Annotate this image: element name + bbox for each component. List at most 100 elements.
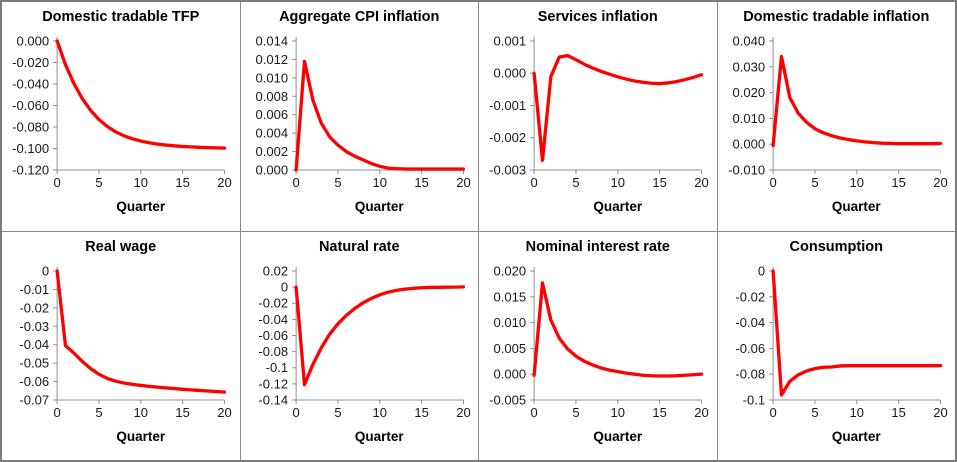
svg-text:15: 15 — [175, 405, 189, 420]
svg-text:0: 0 — [42, 263, 49, 278]
svg-text:-0.060: -0.060 — [12, 98, 49, 113]
svg-text:-0.005: -0.005 — [489, 392, 526, 407]
svg-text:10: 10 — [372, 405, 386, 420]
chart-panel-natural-rate: Natural rate 0.02 0 -0.02 -0.04 -0.06 -0.08 -0… — [240, 231, 478, 460]
x-axis-label: Quarter — [116, 199, 166, 214]
svg-text:-0.02: -0.02 — [19, 300, 49, 315]
svg-text:-0.001: -0.001 — [489, 98, 526, 113]
svg-text:-0.06: -0.06 — [735, 340, 765, 355]
x-axis-label: Quarter — [116, 428, 166, 444]
svg-text:20: 20 — [694, 405, 708, 420]
svg-text:-0.040: -0.040 — [12, 77, 49, 92]
svg-text:-0.04: -0.04 — [258, 311, 288, 326]
svg-text:0.004: 0.004 — [255, 126, 288, 141]
x-axis-label: Quarter — [593, 428, 643, 444]
svg-text:-0.020: -0.020 — [12, 55, 49, 70]
chart-title: Services inflation — [537, 9, 658, 25]
chart-panel-real-wage: Real wage 0 -0.01 -0.02 -0.03 -0.04 -0.05 -0.0… — [2, 231, 240, 460]
chart-panel-domestic-tradable-inflation: Domestic tradable inflation 0.040 0.030 0.… — [717, 2, 955, 231]
chart-panel-consumption: Consumption 0 -0.02 -0.04 -0.06 -0.08 -0.1 0 5 1… — [717, 231, 955, 460]
svg-text:10: 10 — [849, 175, 863, 190]
svg-text:20: 20 — [456, 405, 470, 420]
chart-title: Consumption — [789, 238, 883, 255]
svg-text:0.020: 0.020 — [732, 85, 765, 100]
svg-text:0: 0 — [769, 175, 776, 190]
svg-text:0.012: 0.012 — [255, 52, 288, 67]
svg-text:-0.02: -0.02 — [735, 289, 765, 304]
svg-text:5: 5 — [811, 405, 818, 420]
svg-text:-0.1: -0.1 — [265, 360, 287, 375]
svg-text:0: 0 — [530, 175, 537, 190]
svg-text:-0.003: -0.003 — [489, 163, 526, 178]
svg-text:0.015: 0.015 — [494, 289, 527, 304]
svg-text:0.02: 0.02 — [262, 263, 287, 278]
svg-text:-0.1: -0.1 — [742, 392, 764, 407]
svg-text:-0.04: -0.04 — [735, 315, 765, 330]
svg-text:-0.002: -0.002 — [489, 130, 526, 145]
svg-text:10: 10 — [611, 405, 625, 420]
svg-text:0.014: 0.014 — [255, 34, 288, 49]
svg-text:0.005: 0.005 — [494, 340, 527, 355]
svg-text:5: 5 — [95, 175, 102, 190]
svg-text:20: 20 — [217, 405, 231, 420]
svg-text:0.000: 0.000 — [494, 366, 527, 381]
svg-text:0.000: 0.000 — [17, 34, 50, 49]
chart-plot: 0.040 0.030 0.020 0.010 0.000 -0.010 0 5 10 15 20 — [728, 34, 948, 190]
svg-text:0.040: 0.040 — [732, 34, 765, 49]
svg-text:20: 20 — [217, 175, 231, 190]
chart-title: Real wage — [85, 238, 157, 255]
chart-plot: 0.000 -0.020 -0.040 -0.060 -0.080 -0.100 -0.12… — [12, 34, 232, 190]
svg-text:-0.14: -0.14 — [258, 392, 288, 407]
svg-text:10: 10 — [372, 175, 386, 190]
chart-plot: 0 -0.01 -0.02 -0.03 -0.04 -0.05 -0.06 -0.07 0 5 10… — [19, 263, 231, 420]
svg-text:0.010: 0.010 — [255, 70, 288, 85]
svg-text:0.008: 0.008 — [255, 89, 288, 104]
svg-text:0: 0 — [769, 405, 776, 420]
svg-text:-0.07: -0.07 — [19, 392, 49, 407]
svg-text:20: 20 — [694, 175, 708, 190]
svg-text:5: 5 — [572, 405, 579, 420]
x-axis-label: Quarter — [354, 199, 404, 214]
svg-text:0: 0 — [530, 405, 537, 420]
svg-text:15: 15 — [652, 175, 666, 190]
chart-title: Nominal interest rate — [525, 238, 670, 255]
svg-text:10: 10 — [134, 405, 148, 420]
svg-text:15: 15 — [652, 405, 666, 420]
chart-panel-services-inflation: Services inflation 0.001 0.000 -0.001 -0.00… — [479, 2, 717, 231]
x-axis-label: Quarter — [831, 428, 881, 444]
svg-text:0.020: 0.020 — [494, 263, 527, 278]
svg-text:0.002: 0.002 — [255, 144, 288, 159]
svg-text:20: 20 — [456, 175, 470, 190]
svg-text:10: 10 — [134, 175, 148, 190]
svg-text:0: 0 — [280, 279, 287, 294]
svg-text:0.006: 0.006 — [255, 107, 288, 122]
svg-text:-0.080: -0.080 — [12, 120, 49, 135]
svg-text:0: 0 — [53, 175, 60, 190]
svg-text:5: 5 — [811, 175, 818, 190]
chart-panel-aggregate-cpi-inflation: Aggregate CPI inflation 0.014 0.012 0.010 0… — [240, 2, 478, 231]
x-axis-label: Quarter — [354, 428, 404, 444]
chart-panel-domestic-tradable-tfp: Domestic tradable TFP 0.000 -0.020 -0.040 -… — [2, 2, 240, 231]
svg-text:-0.04: -0.04 — [19, 337, 49, 352]
chart-title: Domestic tradable inflation — [743, 9, 930, 25]
chart-plot: 0.020-0.02-0.04-0.06-0.08-0.1-0.12-0.140… — [258, 263, 470, 420]
svg-text:0.000: 0.000 — [732, 137, 765, 152]
svg-text:10: 10 — [611, 175, 625, 190]
chart-panel-nominal-interest-rate: Nominal interest rate 0.020 0.015 0.010 0.0… — [479, 231, 717, 460]
svg-text:15: 15 — [891, 405, 905, 420]
svg-text:0.001: 0.001 — [494, 34, 527, 49]
svg-text:0: 0 — [292, 405, 299, 420]
chart-plot: 0 -0.02 -0.04 -0.06 -0.08 -0.1 0 5 10 15 20 — [735, 263, 947, 420]
svg-text:15: 15 — [891, 175, 905, 190]
svg-text:5: 5 — [334, 405, 341, 420]
chart-plot: 0.001 0.000 -0.001 -0.002 -0.003 0 5 10 15 20 — [489, 34, 709, 190]
svg-text:5: 5 — [334, 175, 341, 190]
svg-text:-0.08: -0.08 — [735, 366, 765, 381]
svg-text:15: 15 — [414, 405, 428, 420]
svg-text:-0.120: -0.120 — [12, 163, 49, 178]
svg-text:-0.02: -0.02 — [258, 295, 288, 310]
svg-text:-0.01: -0.01 — [19, 281, 49, 296]
svg-text:-0.08: -0.08 — [258, 344, 288, 359]
